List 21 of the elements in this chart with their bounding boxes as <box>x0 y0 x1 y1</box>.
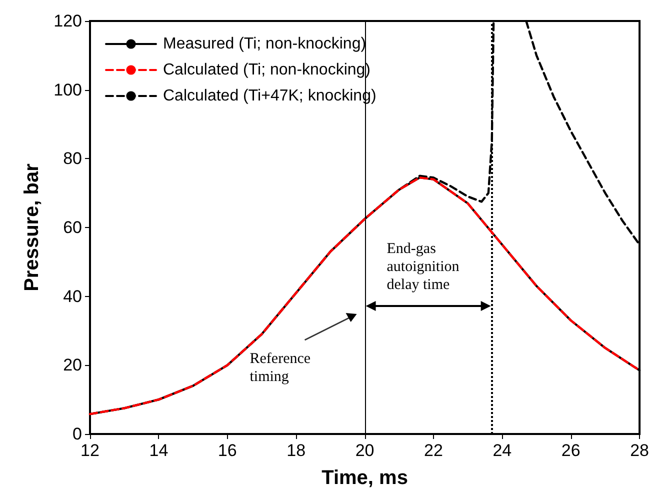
x-tick-label: 20 <box>355 441 374 460</box>
x-axis-title: Time, ms <box>322 467 408 489</box>
x-tick-label: 12 <box>80 441 100 460</box>
y-tick-label: 0 <box>72 424 82 444</box>
legend-label: Measured (Ti; non-knocking) <box>163 36 366 52</box>
x-tick-label: 24 <box>492 441 512 460</box>
y-tick-label: 80 <box>63 149 82 168</box>
x-tick-label: 26 <box>561 441 580 460</box>
x-tick-label: 18 <box>286 441 306 460</box>
x-tick-label: 14 <box>149 441 168 460</box>
y-tick-label: 120 <box>54 12 82 30</box>
x-tick-label: 16 <box>218 441 237 460</box>
y-axis-title: Pressure, bar <box>21 163 43 292</box>
annotation: End-gas autoignition delay time <box>386 240 460 294</box>
y-tick-label: 40 <box>63 286 82 306</box>
y-tick-label: 100 <box>54 80 82 100</box>
annotation: Reference timing <box>250 350 312 386</box>
x-tick-label: 28 <box>630 441 650 460</box>
y-tick-label: 20 <box>63 356 82 375</box>
y-tick-label: 60 <box>63 218 82 237</box>
x-tick-label: 22 <box>424 441 443 460</box>
